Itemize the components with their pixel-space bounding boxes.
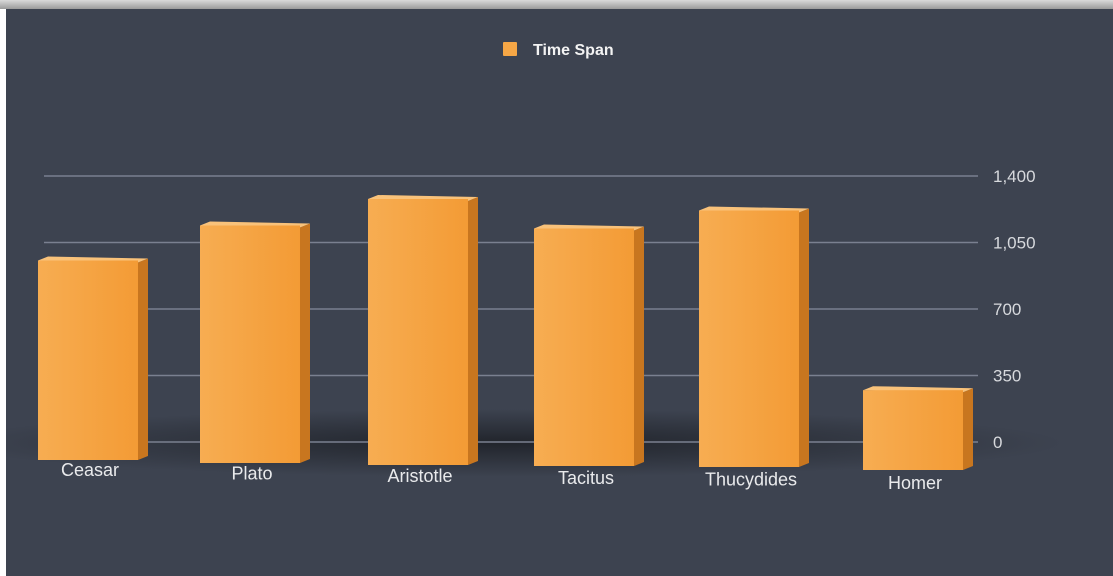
y-tick-label: 700 bbox=[993, 300, 1021, 319]
y-tick-label: 350 bbox=[993, 367, 1021, 386]
legend-label-time-span: Time Span bbox=[533, 42, 614, 59]
gridlines bbox=[44, 175, 978, 443]
bar-tacitus bbox=[534, 224, 644, 466]
x-tick-label: Homer bbox=[888, 473, 942, 493]
bar-ceasar bbox=[38, 256, 148, 460]
y-tick-label: 1,050 bbox=[993, 234, 1036, 253]
bar-side bbox=[138, 258, 148, 460]
y-axis-ticks: 0 350 700 1,050 1,400 bbox=[993, 167, 1036, 452]
x-tick-label: Aristotle bbox=[387, 466, 452, 486]
x-tick-label: Ceasar bbox=[61, 460, 119, 480]
bar-front bbox=[699, 210, 799, 467]
bar-side bbox=[799, 208, 809, 467]
bar-side bbox=[468, 197, 478, 465]
legend-swatch-time-span bbox=[503, 42, 517, 56]
chart-panel: Time Span 0 350 700 1,050 1,400 Ceasar Plato A… bbox=[6, 9, 1113, 576]
bar-front bbox=[200, 225, 300, 463]
x-tick-label: Thucydides bbox=[705, 469, 797, 489]
bar-front bbox=[368, 199, 468, 465]
x-tick-label: Tacitus bbox=[558, 468, 614, 488]
y-tick-label: 1,400 bbox=[993, 167, 1036, 186]
bar-front bbox=[38, 260, 138, 460]
bar-side bbox=[963, 388, 973, 470]
bar-front bbox=[534, 228, 634, 466]
bar-side bbox=[634, 226, 644, 466]
bar-front bbox=[863, 390, 963, 470]
bars bbox=[38, 195, 973, 470]
bar-chart: Time Span 0 350 700 1,050 1,400 Ceasar Plato A… bbox=[6, 42, 1066, 493]
y-tick-label: 0 bbox=[993, 433, 1002, 452]
x-axis-labels: Ceasar Plato Aristotle Tacitus Thucydides Hom… bbox=[61, 460, 942, 493]
bar-side bbox=[300, 223, 310, 463]
bar-plato bbox=[200, 221, 310, 463]
bar-homer bbox=[863, 386, 973, 470]
bar-thucydides bbox=[699, 206, 809, 467]
bar-aristotle bbox=[368, 195, 478, 465]
chart-legend: Time Span bbox=[503, 42, 614, 59]
x-tick-label: Plato bbox=[231, 464, 272, 484]
window-top-border bbox=[0, 0, 1113, 9]
